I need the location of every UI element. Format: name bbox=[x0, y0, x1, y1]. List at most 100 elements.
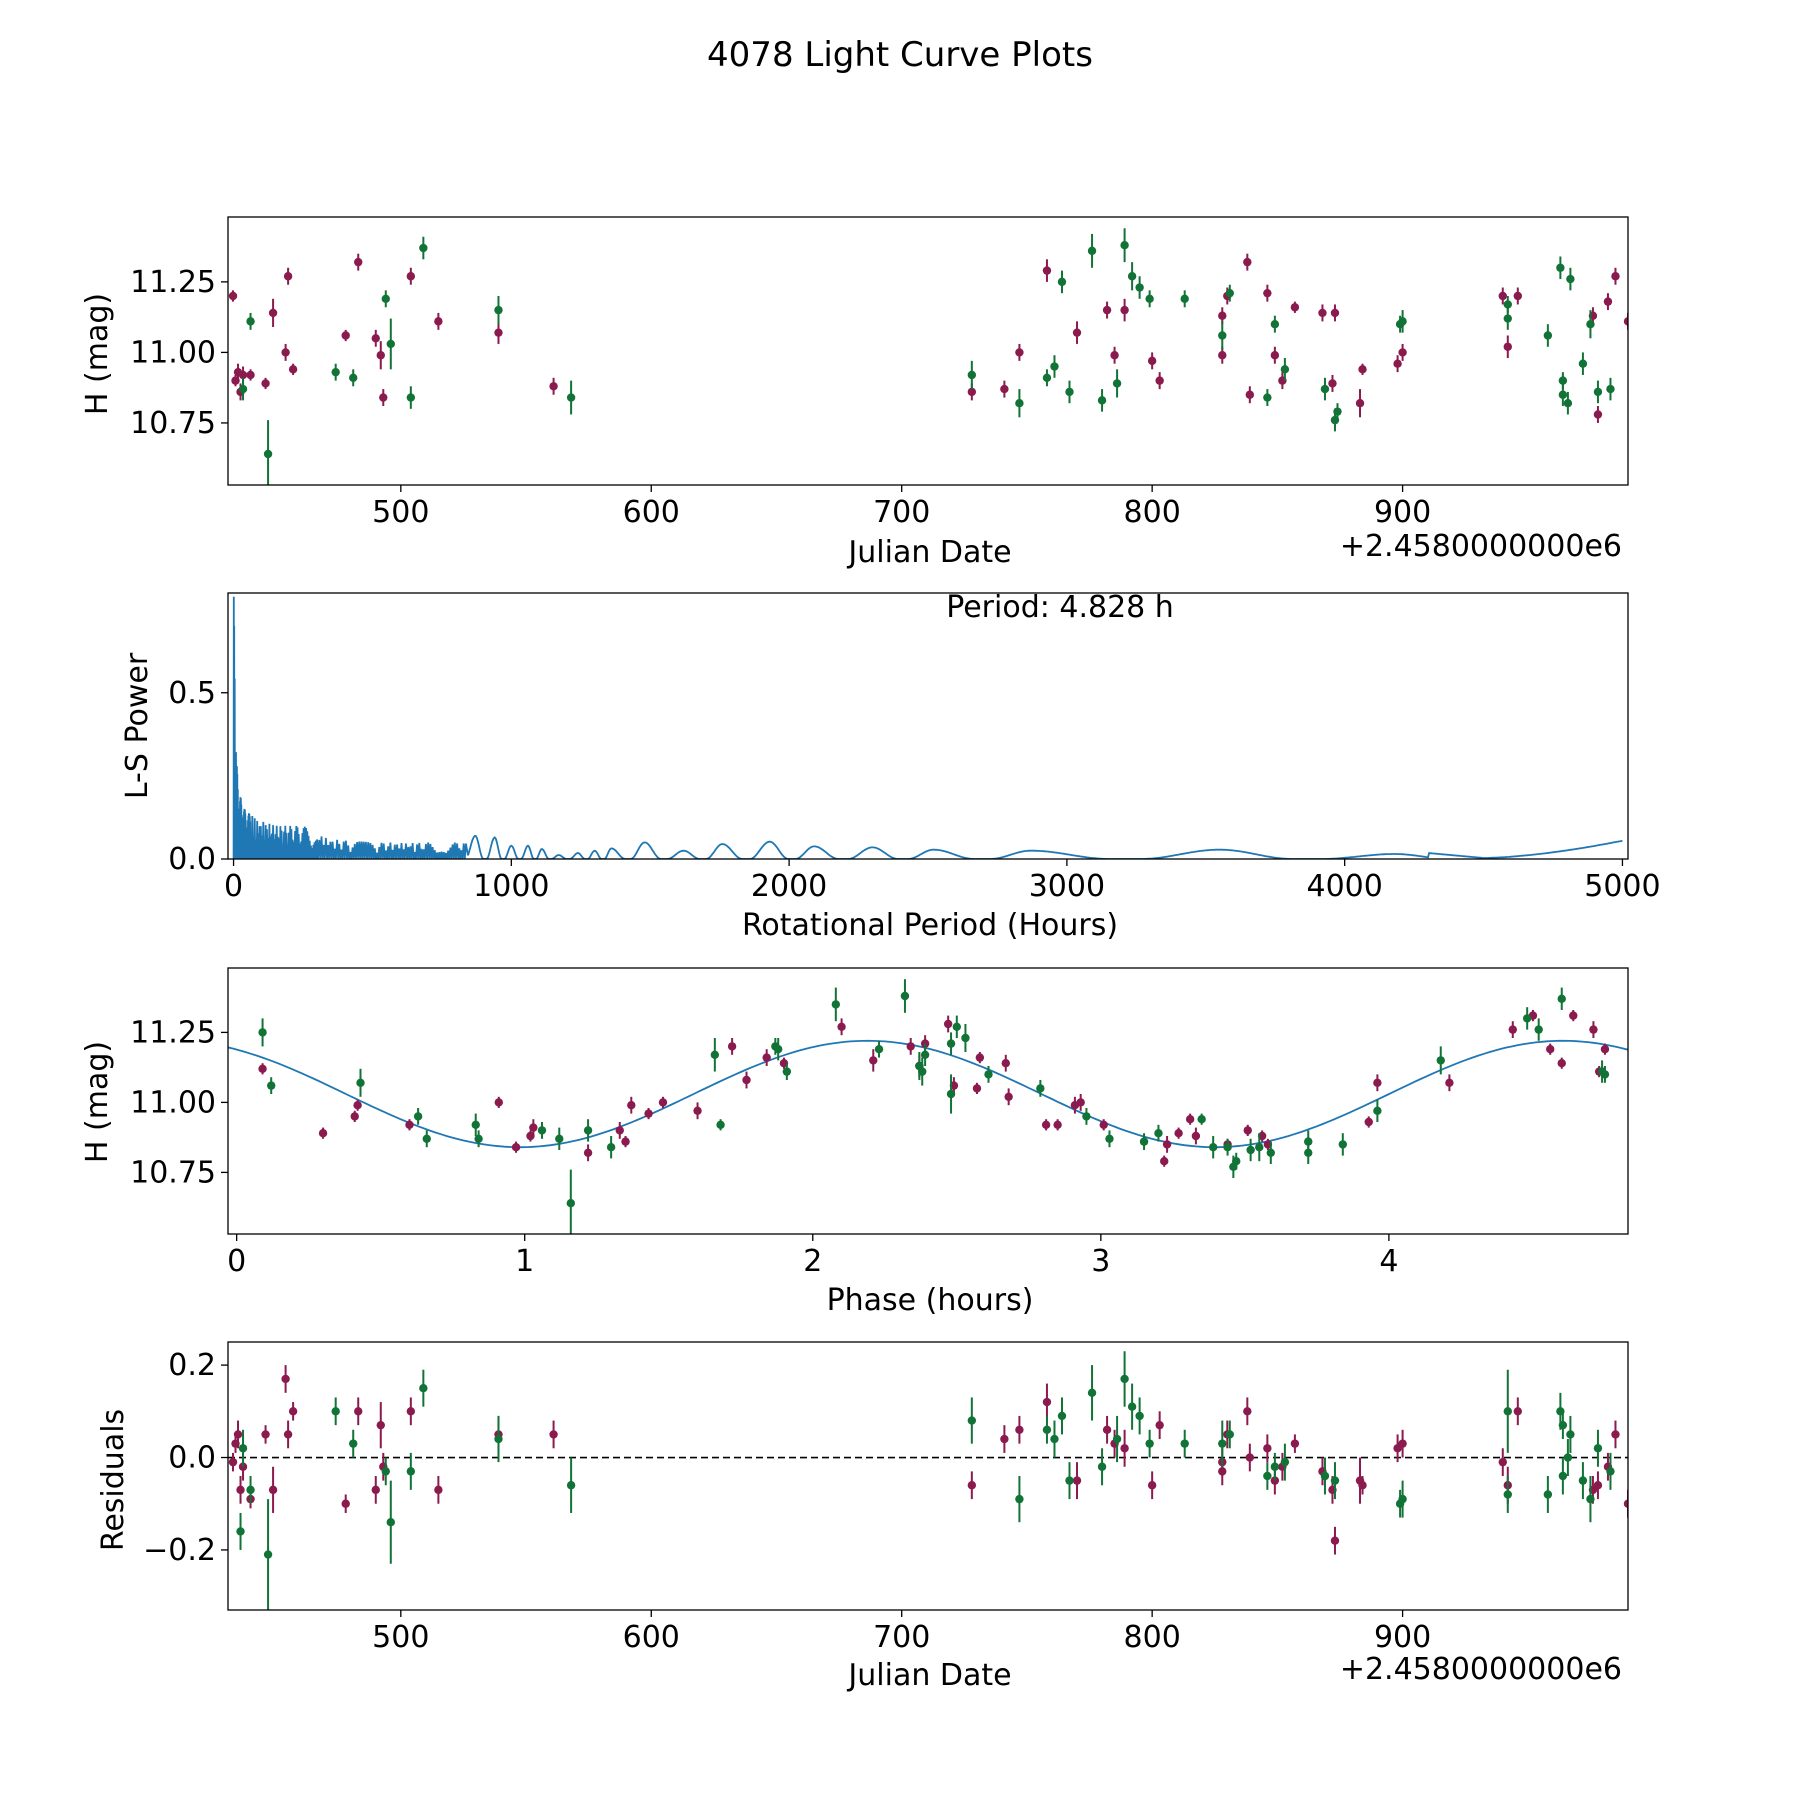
data-point bbox=[906, 1042, 915, 1051]
data-point bbox=[566, 1481, 576, 1490]
x-tick-label: 800 bbox=[1124, 495, 1181, 530]
data-point bbox=[1534, 1025, 1543, 1034]
data-point bbox=[1057, 1411, 1067, 1421]
data-point bbox=[471, 1120, 480, 1130]
data-point bbox=[967, 1416, 977, 1425]
fit-curve bbox=[228, 1039, 1628, 1149]
data-point bbox=[710, 1050, 720, 1060]
y-tick-label: 0.2 bbox=[168, 1348, 216, 1383]
data-point bbox=[1320, 1471, 1330, 1481]
y-tick-label: 11.00 bbox=[130, 1085, 216, 1120]
data-point bbox=[341, 331, 350, 340]
data-point bbox=[228, 1457, 238, 1467]
phased-plot-area bbox=[228, 979, 1628, 1234]
data-point bbox=[1503, 314, 1512, 323]
data-point bbox=[283, 1430, 293, 1439]
x-tick-label: 800 bbox=[1124, 1620, 1181, 1655]
data-point bbox=[1174, 1129, 1183, 1138]
data-point bbox=[566, 393, 576, 402]
data-point bbox=[1120, 1444, 1129, 1453]
data-point bbox=[1623, 1499, 1628, 1508]
data-point bbox=[762, 1053, 771, 1062]
data-point bbox=[946, 1039, 956, 1048]
data-point bbox=[1036, 1084, 1045, 1093]
data-point bbox=[267, 1081, 276, 1090]
data-point bbox=[1330, 1536, 1340, 1545]
residuals-offset-label: +2.4580000000e6 bbox=[1340, 1652, 1622, 1687]
data-point bbox=[1180, 1439, 1189, 1448]
data-point bbox=[434, 317, 443, 326]
data-point bbox=[381, 1467, 390, 1476]
data-point bbox=[1498, 291, 1507, 301]
data-point bbox=[1042, 1397, 1052, 1407]
data-point bbox=[331, 1407, 340, 1416]
data-point bbox=[1065, 1476, 1074, 1485]
data-point bbox=[236, 1485, 245, 1495]
data-point bbox=[1611, 1430, 1620, 1439]
data-point bbox=[474, 1134, 483, 1144]
x-tick-label: 0 bbox=[224, 869, 243, 904]
data-point bbox=[1398, 1439, 1407, 1448]
data-point bbox=[1042, 373, 1052, 382]
data-point bbox=[1393, 359, 1402, 368]
data-point bbox=[376, 1420, 385, 1430]
data-point bbox=[258, 1028, 267, 1037]
data-point bbox=[1057, 277, 1067, 287]
data-point bbox=[831, 1000, 841, 1009]
data-point bbox=[1197, 1115, 1206, 1124]
data-point bbox=[1162, 1140, 1172, 1149]
data-point bbox=[419, 243, 428, 253]
data-point bbox=[1223, 1143, 1232, 1152]
data-point bbox=[281, 348, 290, 357]
data-point bbox=[1586, 320, 1595, 329]
data-point bbox=[494, 1098, 503, 1107]
y-tick-label: 11.00 bbox=[130, 335, 216, 370]
data-point bbox=[1087, 1388, 1097, 1398]
data-point bbox=[1218, 1439, 1227, 1448]
data-point bbox=[318, 1129, 328, 1138]
data-point bbox=[1543, 1490, 1553, 1499]
data-point bbox=[419, 1384, 428, 1393]
data-point bbox=[1593, 410, 1603, 419]
phased-xlabel: Phase (hours) bbox=[827, 1283, 1034, 1318]
data-point bbox=[621, 1137, 630, 1146]
data-point bbox=[263, 449, 273, 459]
data-point bbox=[1245, 390, 1255, 399]
data-point bbox=[371, 1485, 380, 1495]
y-tick-label: 11.25 bbox=[130, 1015, 216, 1050]
data-point bbox=[1606, 1467, 1615, 1476]
data-point bbox=[349, 1439, 358, 1448]
x-tick-label: 600 bbox=[623, 495, 680, 530]
x-tick-label: 4 bbox=[1379, 1244, 1398, 1279]
x-tick-label: 4000 bbox=[1306, 869, 1382, 904]
data-point bbox=[1290, 303, 1300, 312]
data-point bbox=[1097, 1462, 1107, 1471]
data-point bbox=[381, 294, 390, 304]
data-point bbox=[727, 1042, 737, 1051]
data-point bbox=[967, 387, 977, 397]
data-point bbox=[350, 1112, 359, 1121]
data-point bbox=[1180, 294, 1189, 304]
data-point bbox=[1127, 1402, 1137, 1411]
data-point bbox=[1127, 272, 1137, 281]
data-point bbox=[627, 1101, 636, 1110]
data-point bbox=[1218, 331, 1227, 340]
data-point bbox=[869, 1056, 878, 1065]
data-point bbox=[413, 1112, 423, 1121]
data-point bbox=[1280, 1457, 1290, 1467]
residuals-ylabel: Residuals bbox=[96, 1409, 131, 1551]
data-point bbox=[1270, 351, 1280, 360]
data-point bbox=[405, 1120, 414, 1130]
data-point bbox=[228, 291, 238, 301]
x-tick-label: 3 bbox=[1091, 1244, 1110, 1279]
data-point bbox=[1112, 1434, 1122, 1444]
data-point bbox=[1543, 331, 1553, 340]
x-tick-label: 5000 bbox=[1584, 869, 1660, 904]
data-point bbox=[1330, 1476, 1340, 1485]
data-point bbox=[1266, 1148, 1275, 1158]
data-point bbox=[984, 1070, 993, 1079]
data-point bbox=[1155, 1420, 1164, 1430]
y-tick-label: 10.75 bbox=[130, 1155, 216, 1190]
data-point bbox=[1563, 398, 1573, 408]
